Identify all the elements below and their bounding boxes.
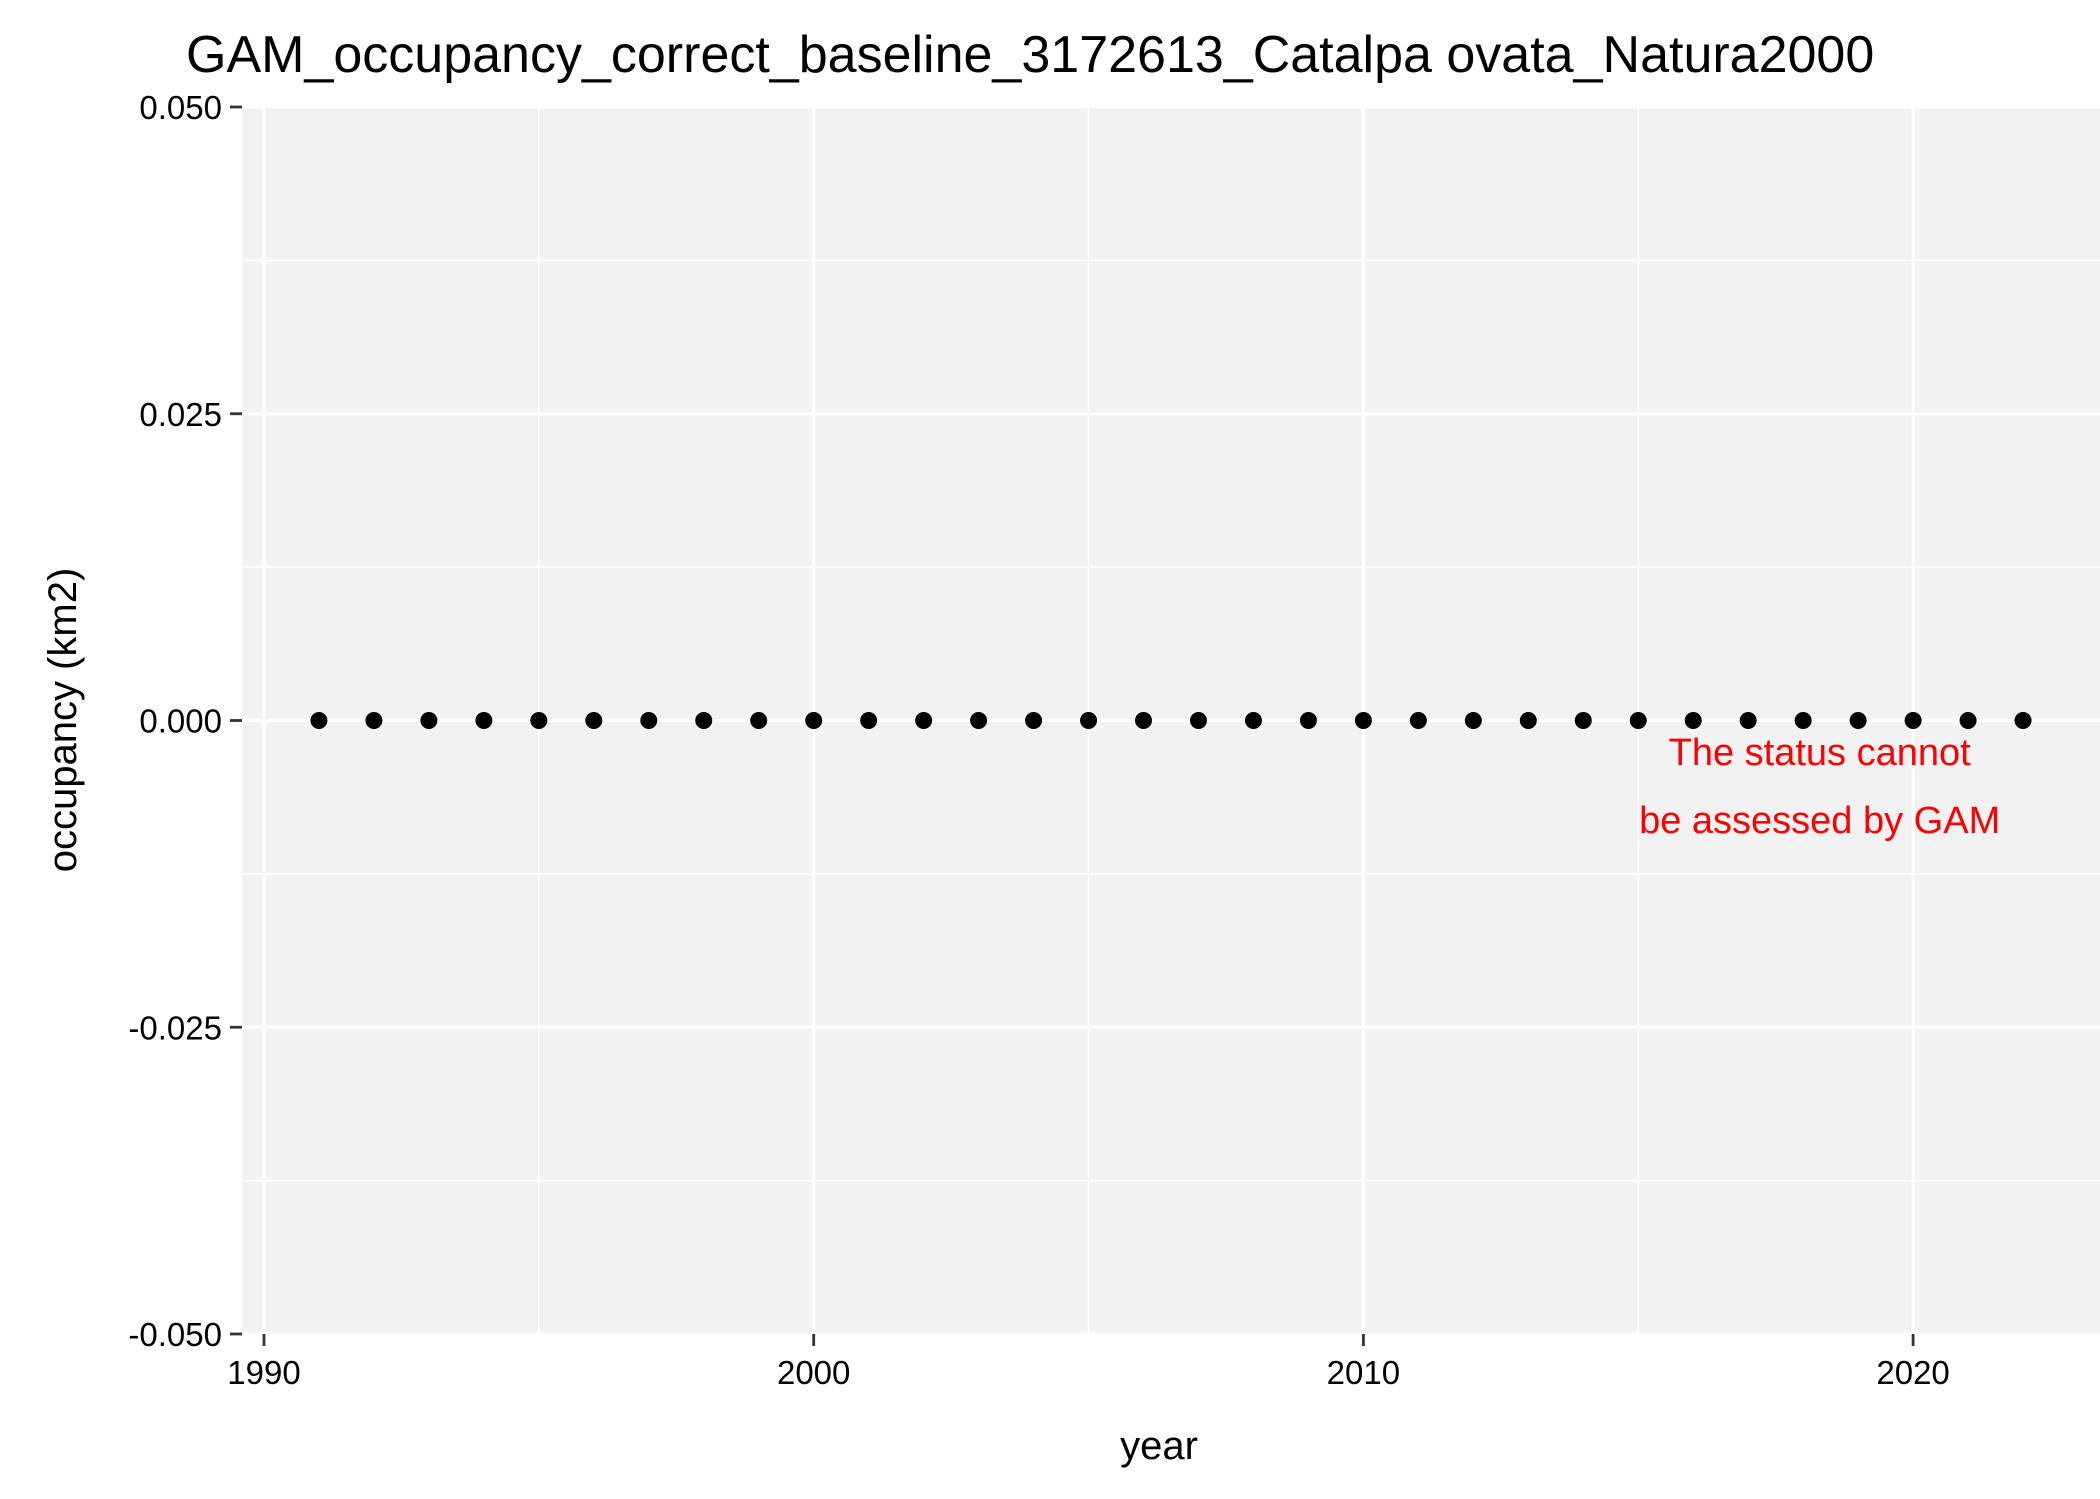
data-point — [1739, 712, 1757, 729]
y-axis: -0.050 -0.025 0.000 0.025 0.050 — [128, 89, 242, 1353]
annotation-line: be assessed by GAM — [1639, 800, 2000, 842]
data-point — [1904, 712, 1922, 729]
data-point — [585, 712, 603, 729]
data-point — [805, 712, 823, 729]
x-axis: 1990 2000 2010 2020 — [227, 1334, 1950, 1391]
data-point — [1244, 712, 1262, 729]
x-tick-label: 1990 — [227, 1354, 300, 1391]
y-axis-title: occupancy (km2) — [41, 568, 85, 873]
data-point — [1354, 712, 1372, 729]
data-point — [640, 712, 658, 729]
data-point — [2014, 712, 2032, 729]
data-point — [1025, 712, 1043, 729]
data-point — [1189, 712, 1207, 729]
y-tick-label: 0.025 — [139, 396, 222, 433]
x-tick-label: 2020 — [1876, 1354, 1949, 1391]
data-point — [1409, 712, 1427, 729]
data-point — [1299, 712, 1317, 729]
data-point — [1959, 712, 1977, 729]
data-point — [1849, 712, 1867, 729]
y-tick-label: -0.025 — [128, 1009, 222, 1046]
data-point — [915, 712, 933, 729]
data-point — [1080, 712, 1098, 729]
data-points — [310, 712, 2032, 729]
data-point — [310, 712, 328, 729]
annotation-line: The status cannot — [1669, 732, 1972, 774]
data-point — [860, 712, 878, 729]
data-point — [475, 712, 493, 729]
data-point — [1574, 712, 1592, 729]
x-tick-label: 2010 — [1327, 1354, 1400, 1391]
chart-title: GAM_occupancy_correct_baseline_3172613_C… — [186, 26, 1874, 84]
data-point — [1684, 712, 1702, 729]
data-point — [970, 712, 988, 729]
data-point — [1519, 712, 1537, 729]
y-tick-label: 0.000 — [139, 703, 222, 740]
data-point — [1794, 712, 1812, 729]
x-tick-label: 2000 — [777, 1354, 850, 1391]
data-point — [1135, 712, 1153, 729]
status-annotation: The status cannot be assessed by GAM — [1639, 732, 2000, 842]
y-tick-label: -0.050 — [128, 1316, 222, 1353]
y-tick-label: 0.050 — [139, 89, 222, 126]
data-point — [1464, 712, 1482, 729]
x-axis-title: year — [1120, 1424, 1198, 1468]
data-point — [365, 712, 383, 729]
data-point — [420, 712, 438, 729]
data-point — [750, 712, 768, 729]
data-point — [1629, 712, 1647, 729]
data-point — [530, 712, 548, 729]
data-point — [695, 712, 713, 729]
